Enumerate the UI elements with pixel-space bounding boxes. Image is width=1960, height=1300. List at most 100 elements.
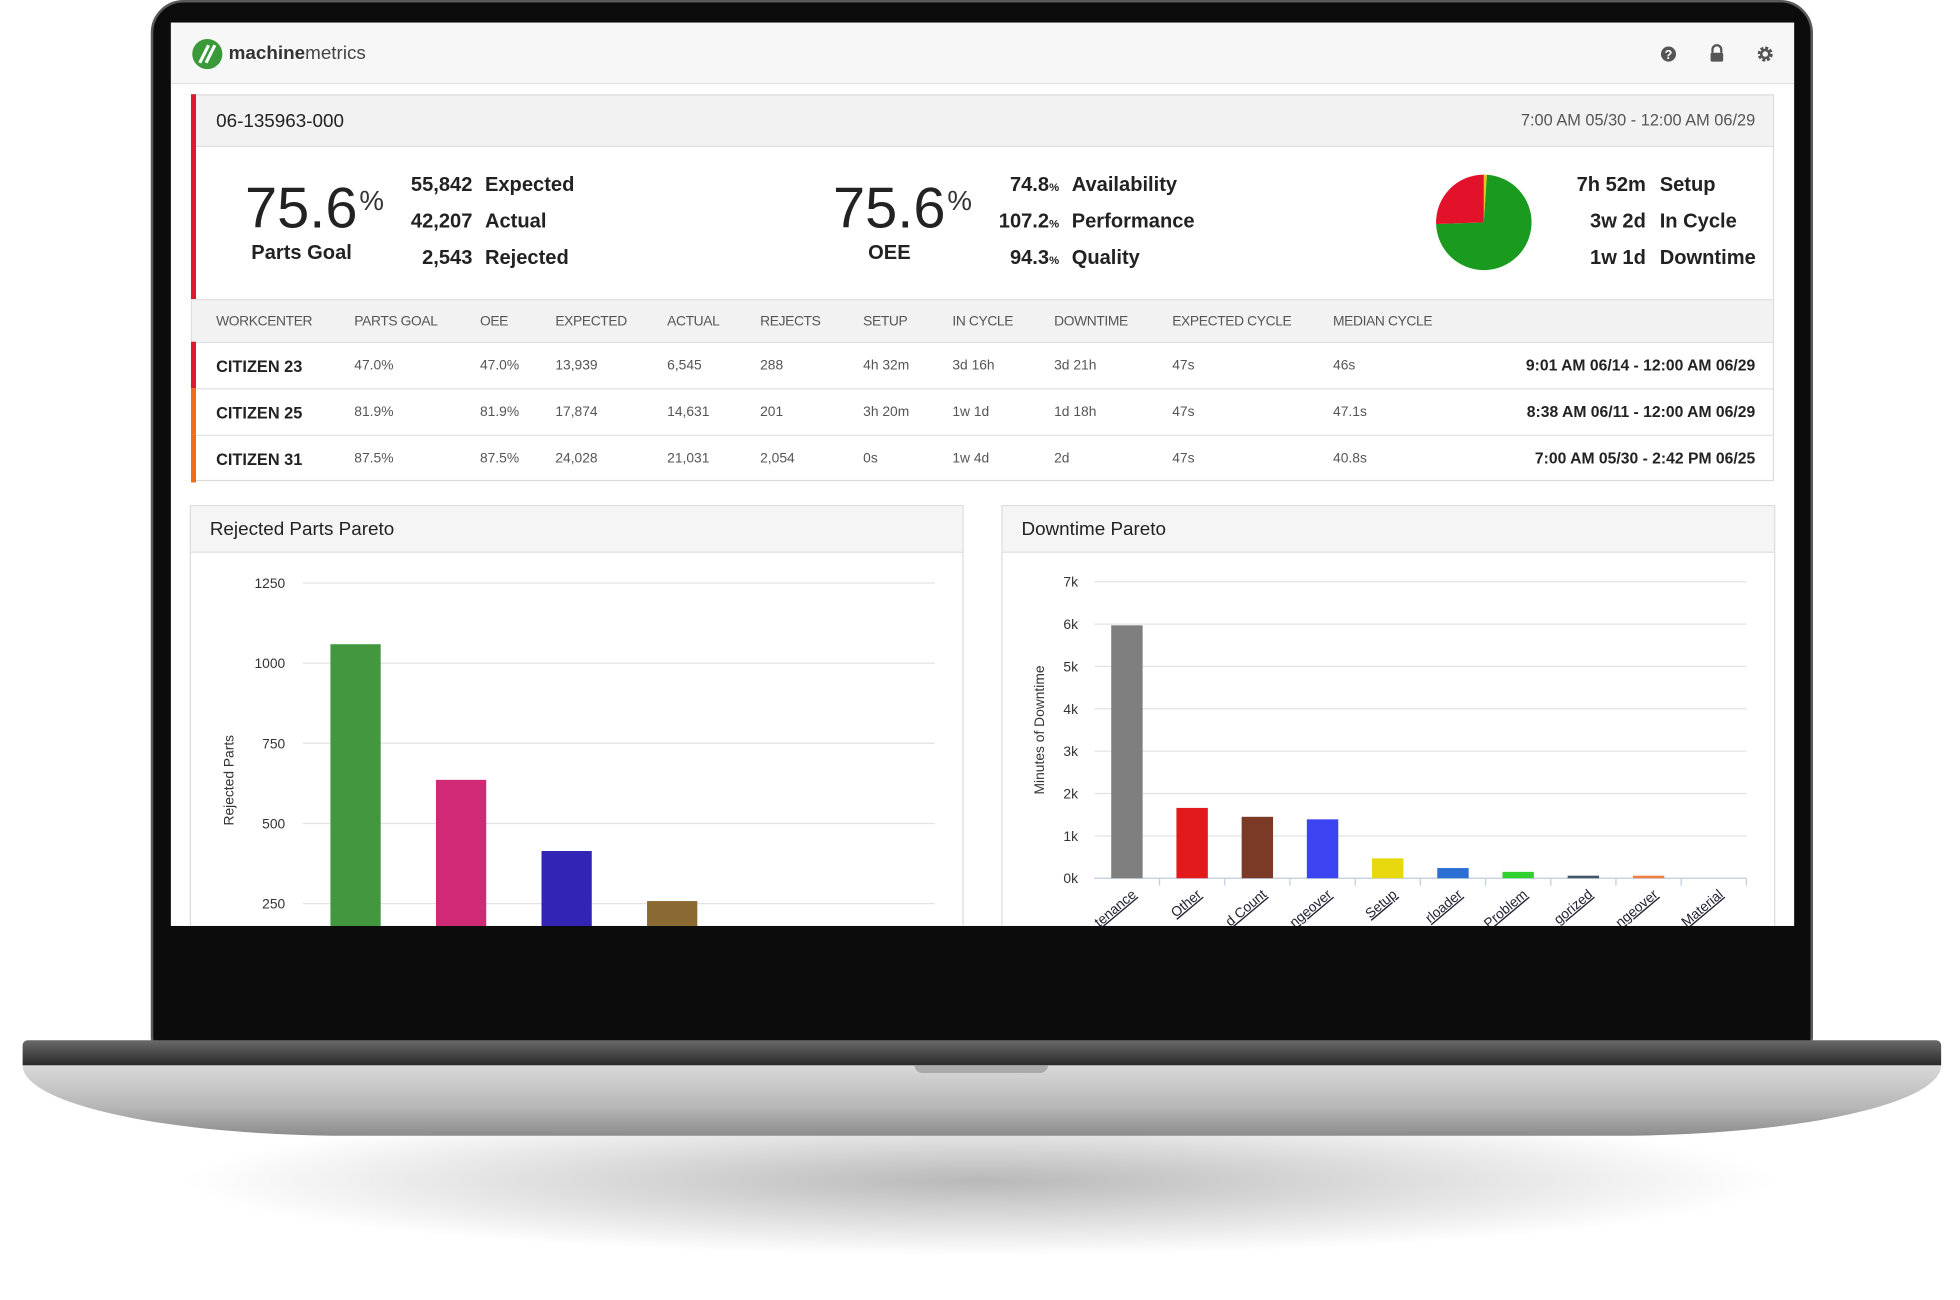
table-cell: 46s — [1333, 358, 1356, 374]
y-tick-label: 2k — [1063, 786, 1078, 802]
factor-value: 74.8% — [921, 175, 1059, 198]
table-cell: 87.5% — [479, 451, 520, 467]
y-tick-label: 6k — [1063, 616, 1078, 632]
bar — [1176, 807, 1208, 879]
y-tick-label: 1k — [1063, 828, 1078, 844]
x-tick-label: d Count — [1222, 886, 1269, 926]
table-cell: 17,874 — [555, 404, 598, 420]
factor-value: 94.3% — [921, 248, 1059, 271]
parts-goal-label: Parts Goal — [251, 242, 352, 264]
count-label: Actual — [484, 211, 547, 233]
table-cell: 1w 1d — [952, 404, 990, 420]
workcenter-table: WORKCENTER PARTS GOAL OEE EXPECTED ACTUAL REJ… — [190, 299, 1773, 483]
table-cell: 6,545 — [667, 358, 702, 374]
bar — [1567, 875, 1600, 879]
table-cell: 47.1s — [1333, 404, 1367, 420]
column-header: PARTS GOAL — [354, 314, 438, 330]
row-date-range: 7:00 AM 05/30 - 2:42 PM 06/25 — [1534, 449, 1756, 468]
count-label: Rejected — [484, 247, 569, 269]
duration-value: 1w 1d — [1590, 247, 1646, 269]
bar — [1241, 816, 1274, 879]
time-pie — [1436, 174, 1532, 271]
table-cell: CITIZEN 25 — [216, 403, 303, 423]
date-range: 7:00 AM 05/30 - 12:00 AM 06/29 — [1520, 110, 1756, 130]
pie-slice — [1436, 174, 1484, 224]
y-tick-label: 4k — [1063, 701, 1078, 717]
column-header: IN CYCLE — [952, 314, 1014, 330]
column-header: ACTUAL — [667, 314, 720, 330]
factor-label: Quality — [1071, 247, 1140, 269]
table-row: CITIZEN 31 87.5% 87.5% 24,028 21,031 2,054 0s 1… — [190, 434, 1773, 483]
oee-unit: % — [947, 184, 972, 217]
factor-label: Availability — [1071, 174, 1178, 196]
x-tick-label: Material — [1678, 886, 1726, 926]
factor-label: Performance — [1071, 211, 1195, 233]
chart-title: Downtime Pareto — [1021, 518, 1167, 541]
settings-icon[interactable] — [1756, 45, 1774, 63]
laptop-notch — [914, 1065, 1048, 1073]
count-value: 55,842 — [410, 174, 473, 196]
pie-slice — [1483, 174, 1487, 223]
y-tick-label: 1250 — [254, 575, 285, 591]
y-tick-label: 500 — [262, 815, 285, 831]
column-header: WORKCENTER — [216, 314, 313, 330]
laptop-deck — [22, 1040, 1942, 1066]
factor-unit: % — [1049, 253, 1060, 267]
table-cell: 3h 20m — [863, 404, 910, 420]
laptop-base — [22, 1065, 1942, 1136]
table-cell: 47s — [1172, 358, 1195, 374]
table-cell: 1d 18h — [1054, 404, 1097, 420]
count-value: 42,207 — [410, 211, 473, 233]
bar — [1632, 875, 1665, 879]
table-cell: 47.0% — [479, 358, 520, 374]
table-cell: 1w 4d — [952, 451, 990, 467]
screen: machinemetrics ? 06-135963-000 7:00 AM 0… — [170, 22, 1795, 926]
logo[interactable] — [191, 38, 224, 71]
duration-label: Setup — [1659, 174, 1716, 196]
table-header: WORKCENTER PARTS GOAL OEE EXPECTED ACTUAL REJ… — [192, 299, 1773, 342]
help-icon[interactable]: ? — [1660, 45, 1678, 63]
top-bar: machinemetrics ? — [170, 22, 1795, 85]
duration-value: 3w 2d — [1590, 211, 1646, 233]
chart-title: Rejected Parts Pareto — [209, 518, 395, 541]
column-header: OEE — [479, 314, 509, 330]
job-card: 06-135963-000 7:00 AM 05/30 - 12:00 AM 0… — [190, 94, 1775, 483]
table-cell: 81.9% — [354, 404, 394, 420]
bar — [541, 851, 592, 926]
duration-label: Downtime — [1659, 247, 1756, 269]
y-axis-title: Minutes of Downtime — [1031, 665, 1047, 794]
table-cell: 47.0% — [354, 358, 394, 374]
column-header: MEDIAN CYCLE — [1333, 314, 1433, 330]
y-tick-label: 250 — [262, 896, 285, 912]
y-tick-label: 5k — [1063, 658, 1078, 674]
chart-panel: Downtime Pareto 0k 1k 2k 3k 4k 5k 6k 7k Minutes … — [1001, 505, 1776, 926]
brand: machinemetrics — [229, 43, 366, 64]
y-tick-label: 7k — [1063, 574, 1078, 590]
table-cell: 3d 16h — [952, 358, 995, 374]
row-status-strip — [190, 434, 196, 483]
table-cell: 3d 21h — [1054, 358, 1097, 374]
table-cell: 201 — [760, 404, 784, 420]
panel-header: Downtime Pareto — [1002, 506, 1775, 553]
table-cell: 2d — [1054, 451, 1070, 467]
duration-value: 7h 52m — [1576, 174, 1646, 196]
table-cell: 4h 32m — [863, 358, 910, 374]
row-date-range: 9:01 AM 06/14 - 12:00 AM 06/29 — [1525, 356, 1756, 375]
table-cell: 13,939 — [555, 358, 598, 374]
lock-icon[interactable] — [1709, 44, 1725, 63]
table-cell: CITIZEN 31 — [216, 449, 303, 469]
x-tick-label: ngeover — [1612, 886, 1661, 926]
factor-value: 107.2% — [921, 211, 1059, 234]
x-tick-label: Problem — [1480, 886, 1530, 926]
chart-panel: Rejected Parts Pareto 250 500 750 1000 1250 R… — [189, 505, 964, 926]
y-tick-label: 0k — [1063, 870, 1078, 886]
count-label: Expected — [484, 174, 575, 196]
bar — [1502, 871, 1534, 879]
table-row: CITIZEN 23 47.0% 47.0% 13,939 6,545 288 4h 32m… — [190, 341, 1773, 390]
column-header: REJECTS — [760, 314, 821, 330]
table-cell: 288 — [760, 358, 784, 374]
factor-number: 107.2 — [998, 211, 1050, 233]
table-cell: CITIZEN 23 — [216, 356, 303, 376]
row-status-strip — [190, 388, 196, 436]
